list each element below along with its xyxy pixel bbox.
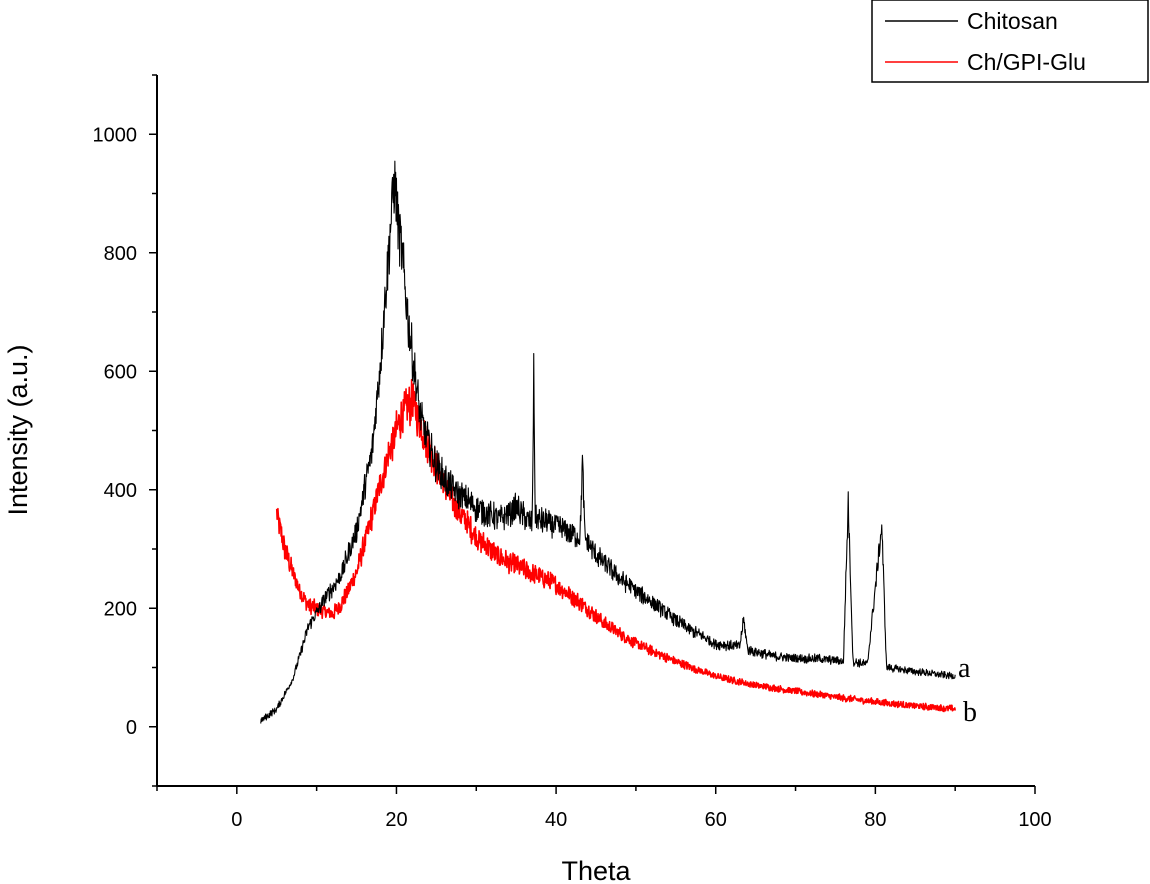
legend-label-ch-gpi-glu: Ch/GPI-Glu xyxy=(967,49,1086,75)
y-ticks: 0 200 400 600 800 1000 xyxy=(93,74,157,787)
y-tick-label: 800 xyxy=(104,243,137,265)
series-line-ch-gpi-glu xyxy=(275,378,956,713)
x-tick-label: 40 xyxy=(545,809,567,831)
x-tick-label: 60 xyxy=(705,809,727,831)
y-tick-label: 600 xyxy=(104,361,137,383)
x-tick-label: 20 xyxy=(385,809,407,831)
x-ticks: 0 20 40 60 80 100 xyxy=(156,786,1052,831)
x-tick-label: 100 xyxy=(1018,809,1051,831)
legend-box xyxy=(871,0,1149,83)
x-tick-label: 80 xyxy=(864,809,886,831)
x-tick-label: 0 xyxy=(231,809,242,831)
curve-label-a: a xyxy=(958,653,971,684)
y-axis-title: Intensity (a.u.) xyxy=(3,344,33,515)
series-layer xyxy=(260,160,956,724)
series-line-chitosan xyxy=(260,160,956,724)
legend: Chitosan Ch/GPI-Glu xyxy=(871,0,1149,83)
x-axis-title: Theta xyxy=(561,856,631,884)
curve-label-b: b xyxy=(963,697,977,728)
y-tick-label: 400 xyxy=(104,480,137,502)
y-tick-label: 0 xyxy=(126,717,137,739)
y-tick-label: 200 xyxy=(104,598,137,620)
y-tick-label: 1000 xyxy=(93,124,138,146)
legend-label-chitosan: Chitosan xyxy=(967,8,1058,34)
